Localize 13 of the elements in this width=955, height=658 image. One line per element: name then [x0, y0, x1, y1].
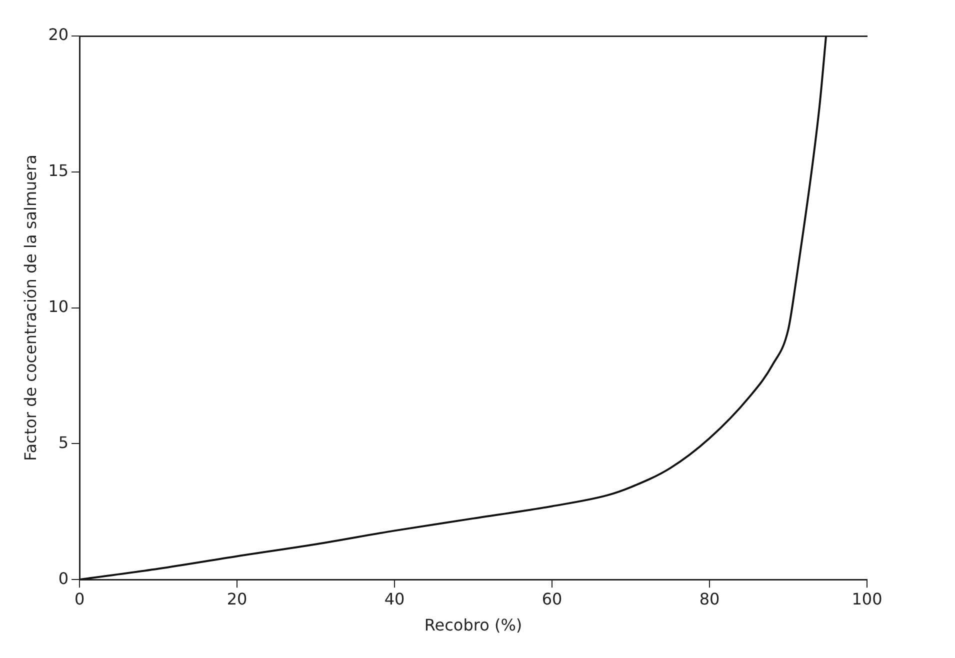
x-tick-label: 100 [852, 589, 882, 608]
x-tick-label: 0 [74, 589, 85, 608]
y-tick-label: 0 [58, 568, 69, 588]
y-tick-label: 20 [48, 25, 69, 44]
x-tick-label: 60 [542, 589, 562, 608]
x-tick-label: 80 [699, 589, 720, 608]
y-tick-label: 15 [48, 161, 69, 180]
y-tick-label: 10 [48, 296, 69, 316]
x-tick-label: 40 [384, 589, 405, 608]
y-axis-title: Factor de cocentración de la salmuera [20, 154, 40, 461]
x-tick-label: 20 [226, 589, 248, 608]
y-tick-label: 5 [58, 432, 69, 452]
x-axis-title: Recobro (%) [424, 616, 522, 635]
